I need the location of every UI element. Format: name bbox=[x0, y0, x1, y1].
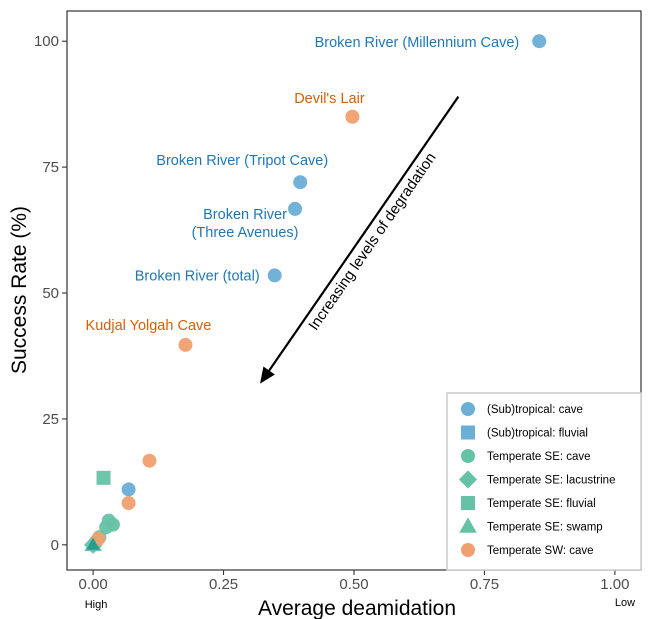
y-tick-label: 50 bbox=[42, 285, 59, 302]
legend-key bbox=[461, 496, 475, 510]
legend-key bbox=[461, 425, 475, 440]
legend-key bbox=[459, 517, 477, 533]
legend-label: Temperate SE: swamp bbox=[487, 522, 603, 534]
data-point bbox=[99, 520, 114, 535]
legend-label: Temperate SE: fluvial bbox=[487, 498, 596, 510]
x-axis-left-end-label: High bbox=[85, 599, 108, 611]
point-label: Broken River (total) bbox=[135, 268, 260, 284]
x-tick-label: 1.00 bbox=[600, 576, 629, 593]
legend-key bbox=[458, 470, 478, 489]
point-label: Broken River (Millennium Cave) bbox=[315, 35, 520, 51]
y-tick-label: 100 bbox=[34, 33, 59, 50]
data-point bbox=[178, 337, 193, 352]
degradation-arrow-head bbox=[260, 366, 275, 384]
data-point bbox=[96, 470, 111, 485]
legend: (Sub)tropical: cave (Sub)tropical: fluvia… bbox=[446, 392, 642, 571]
scatter-points bbox=[83, 34, 547, 554]
data-point bbox=[345, 109, 360, 124]
y-tick-label: 0 bbox=[51, 537, 59, 554]
legend-label: (Sub)tropical: fluvial bbox=[487, 428, 588, 440]
y-tick-label: 25 bbox=[42, 411, 59, 428]
x-tick-label: 0.00 bbox=[78, 576, 107, 593]
x-axis-right-end-label: Low bbox=[615, 597, 635, 609]
point-label: Broken River (Tripot Cave) bbox=[156, 153, 328, 169]
y-tick-label: 75 bbox=[42, 159, 59, 176]
legend-key bbox=[461, 449, 475, 463]
legend-key bbox=[461, 402, 475, 416]
data-point bbox=[267, 268, 282, 283]
x-axis-title: Average deamidation bbox=[258, 597, 456, 619]
degradation-arrow bbox=[268, 95, 460, 372]
data-point bbox=[288, 201, 303, 216]
data-point bbox=[121, 482, 136, 497]
point-label: Broken River (Three Avenues) bbox=[192, 207, 299, 241]
y-axis-title: Success Rate (%) bbox=[8, 206, 31, 374]
point-label: Kudjal Yolgah Cave bbox=[86, 318, 212, 334]
data-point bbox=[86, 537, 100, 550]
point-labels: Broken River (Millennium Cave) Broken Riv… bbox=[86, 35, 520, 334]
legend-box bbox=[446, 392, 642, 571]
data-point bbox=[142, 453, 157, 468]
legend-label: Temperate SW: cave bbox=[487, 545, 594, 557]
data-point bbox=[293, 175, 308, 190]
x-tick-label: 0.50 bbox=[339, 576, 368, 593]
legend-key bbox=[461, 543, 475, 557]
legend-label: Temperate SE: cave bbox=[487, 451, 591, 463]
x-axis-ticks: 0.00 0.25 0.50 0.75 1.00 bbox=[78, 570, 630, 593]
legend-label: Temperate SE: lacustrine bbox=[487, 475, 615, 487]
data-point bbox=[121, 496, 136, 511]
x-tick-label: 0.25 bbox=[209, 576, 238, 593]
data-point bbox=[532, 34, 547, 49]
point-label: Devil's Lair bbox=[294, 91, 365, 107]
y-axis-ticks: 0 25 50 75 100 bbox=[34, 33, 67, 554]
legend-label: (Sub)tropical: cave bbox=[487, 404, 583, 416]
x-tick-label: 0.75 bbox=[470, 576, 499, 593]
